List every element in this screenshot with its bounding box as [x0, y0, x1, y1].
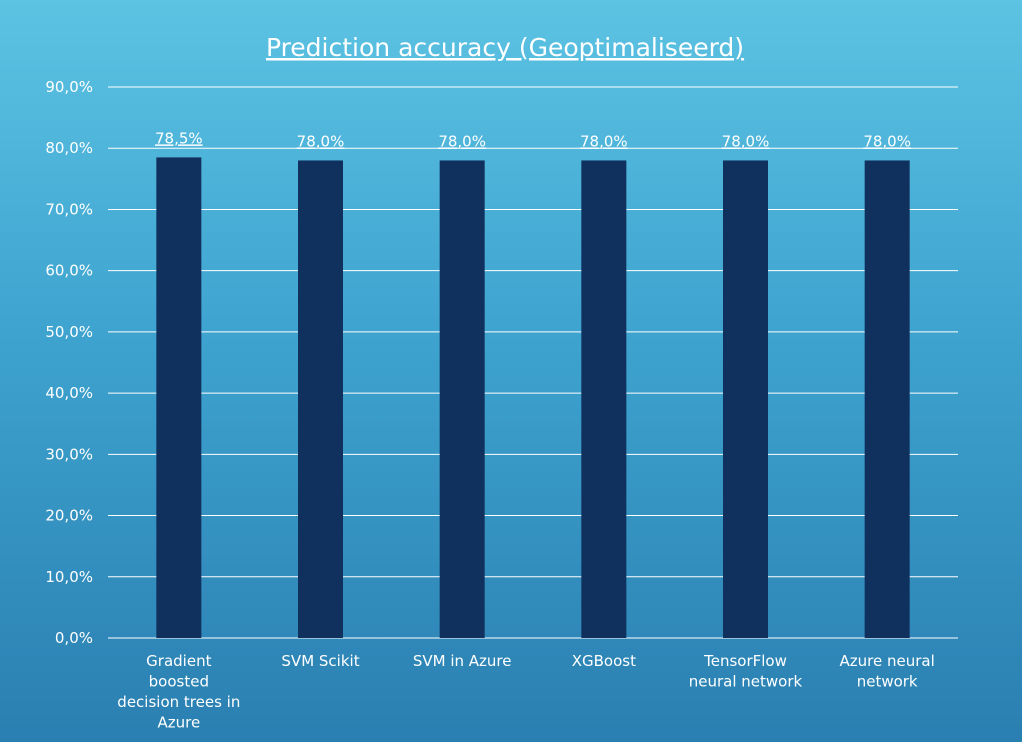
bar [298, 160, 343, 638]
bar [864, 160, 910, 638]
y-tick-label: 80,0% [45, 139, 93, 157]
y-tick-label: 70,0% [45, 200, 93, 218]
x-tick-label: Azure neural network [840, 652, 935, 691]
y-tick-label: 0,0% [55, 629, 93, 647]
data-label: 78,5% [155, 129, 203, 147]
chart-title: Prediction accuracy (Geoptimaliseerd) [266, 33, 744, 62]
x-tick-label: SVM Scikit [281, 652, 359, 670]
y-tick-label: 20,0% [45, 507, 93, 525]
y-tick-label: 90,0% [45, 78, 93, 96]
x-tick-label: XGBoost [572, 652, 636, 670]
x-axis-tick-labels: Gradient boosted decision trees in Azure SVM… [117, 652, 934, 732]
y-tick-label: 30,0% [45, 445, 93, 463]
y-tick-label: 50,0% [45, 323, 93, 341]
bar [581, 160, 627, 638]
bars [156, 157, 910, 638]
y-tick-label: 60,0% [45, 262, 93, 280]
y-tick-label: 40,0% [45, 384, 93, 402]
bar [156, 157, 202, 638]
x-tick-label: TensorFlow neural network [689, 652, 803, 691]
x-tick-label: Gradient boosted decision trees in Azure [117, 652, 240, 732]
data-label: 78,0% [580, 132, 628, 150]
bar [723, 160, 768, 638]
data-label: 78,0% [297, 132, 345, 150]
y-tick-label: 10,0% [45, 568, 93, 586]
bar [439, 160, 485, 638]
x-tick-label: SVM in Azure [413, 652, 512, 670]
data-label: 78,0% [863, 132, 911, 150]
y-axis-tick-labels: 0,0% 10,0% 20,0% 30,0% 40,0% 50,0% 60,0% 70,0% 8… [45, 78, 93, 647]
data-labels: 78,5% 78,0% 78,0% 78,0% 78,0% 78,0% [155, 129, 911, 150]
data-label: 78,0% [438, 132, 486, 150]
gridlines [108, 86, 958, 639]
data-label: 78,0% [722, 132, 770, 150]
